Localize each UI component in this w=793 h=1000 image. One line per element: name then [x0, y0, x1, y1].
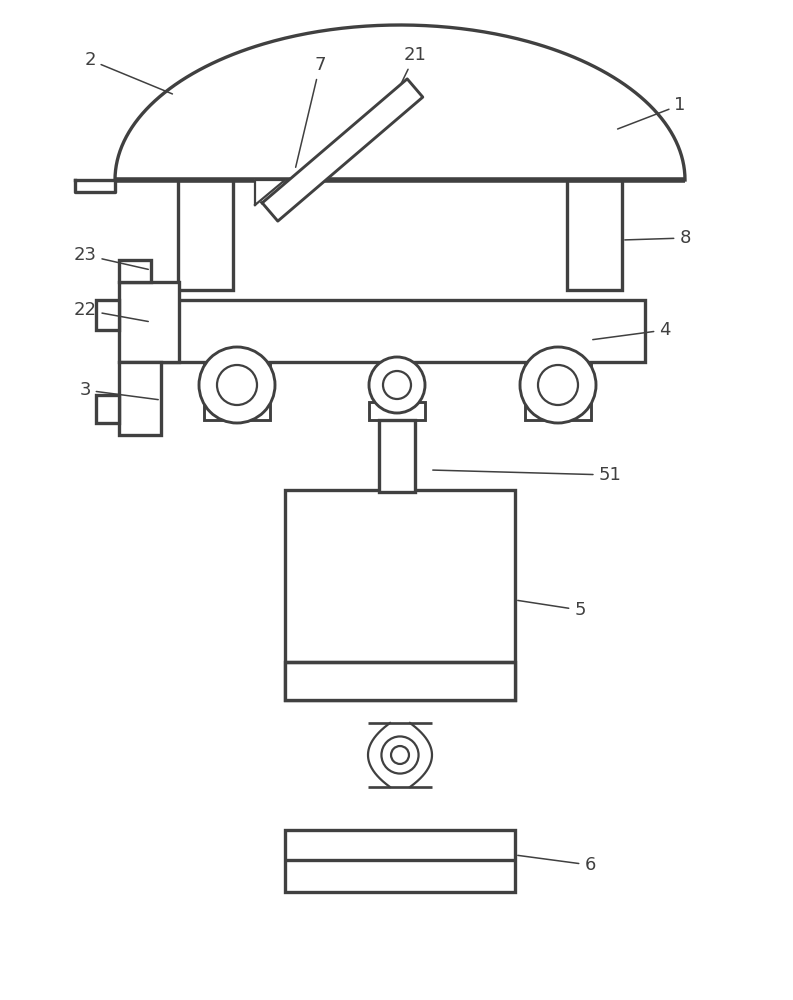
Text: 7: 7	[296, 56, 326, 167]
Circle shape	[199, 347, 275, 423]
Polygon shape	[368, 723, 432, 787]
Bar	[379, 420, 415, 492]
Bar	[155, 300, 645, 362]
Bar	[567, 180, 622, 290]
Circle shape	[391, 746, 409, 764]
Circle shape	[381, 736, 419, 774]
Bar	[119, 282, 179, 362]
Text: 8: 8	[625, 229, 691, 247]
Bar	[285, 490, 515, 700]
Circle shape	[520, 347, 596, 423]
Bar	[285, 662, 515, 700]
Polygon shape	[115, 25, 685, 180]
Bar	[178, 180, 233, 290]
Bar	[119, 260, 151, 282]
Circle shape	[538, 365, 578, 405]
Bar	[96, 300, 119, 330]
Text: 5: 5	[518, 600, 586, 619]
Text: 21: 21	[399, 46, 427, 88]
Text: 4: 4	[592, 321, 671, 340]
Bar	[525, 362, 591, 420]
Text: 1: 1	[618, 96, 686, 129]
Text: 51: 51	[433, 466, 622, 484]
Text: 22: 22	[74, 301, 148, 322]
Polygon shape	[262, 79, 423, 221]
Circle shape	[369, 357, 425, 413]
Bar	[96, 395, 119, 423]
Bar	[369, 402, 425, 420]
Text: 2: 2	[84, 51, 172, 94]
Polygon shape	[255, 180, 285, 205]
Text: 6: 6	[518, 855, 596, 874]
Circle shape	[217, 365, 257, 405]
Bar	[119, 362, 161, 435]
Text: 3: 3	[79, 381, 159, 400]
Bar	[204, 362, 270, 420]
Bar	[285, 830, 515, 892]
Circle shape	[383, 371, 411, 399]
Bar	[386, 362, 408, 404]
Text: 23: 23	[74, 246, 148, 269]
Polygon shape	[75, 180, 115, 192]
